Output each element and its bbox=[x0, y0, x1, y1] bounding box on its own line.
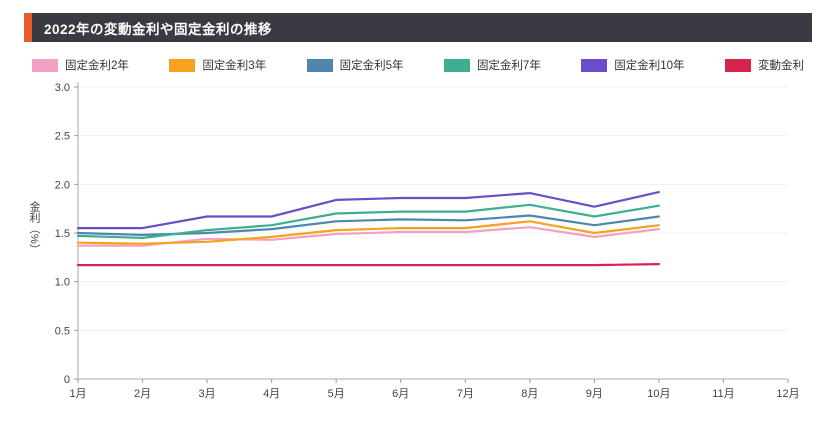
y-tick-label: 1.5 bbox=[55, 228, 70, 240]
legend-item-fixed-7yr: 固定金利7年 bbox=[443, 57, 541, 73]
legend-swatch-fixed-10yr bbox=[581, 58, 608, 72]
chart-area: 金利（%） 0 0.5 1.0 1.5 2.0 2.5 3.0 1月 2月 3月 4月 5月 6月 7月 8… bbox=[24, 77, 812, 415]
legend-label: 固定金利7年 bbox=[476, 60, 541, 72]
x-tick-label: 11月 bbox=[712, 388, 734, 400]
y-axis-title: 金利（%） bbox=[28, 201, 40, 255]
y-tick-label: 0.5 bbox=[55, 325, 70, 337]
legend-label: 固定金利5年 bbox=[339, 60, 404, 72]
x-tick-label: 1月 bbox=[69, 388, 86, 400]
y-tick-label: 3.0 bbox=[55, 82, 70, 94]
page-title: 2022年の変動金利や固定金利の推移 bbox=[44, 21, 273, 37]
line-chart: 0 0.5 1.0 1.5 2.0 2.5 3.0 1月 2月 3月 4月 5月 6月 7月 8月 9月 10月… bbox=[55, 82, 800, 400]
legend-item-fixed-2yr: 固定金利2年 bbox=[32, 57, 129, 73]
series-line-fixed-3yr bbox=[76, 220, 661, 245]
legend-swatch-fixed-7yr bbox=[443, 58, 470, 72]
x-tick-label: 9月 bbox=[586, 388, 603, 400]
x-tick-label: 4月 bbox=[263, 388, 280, 400]
legend-label: 変動金利 bbox=[757, 60, 804, 72]
legend-label: 固定金利3年 bbox=[202, 60, 267, 72]
legend-label: 固定金利2年 bbox=[65, 60, 129, 72]
x-tick-label: 10月 bbox=[647, 388, 670, 400]
series-line-variable bbox=[76, 263, 661, 267]
legend: 固定金利2年 固定金利3年 固定金利5年 固定金利7年 固定金利10年 変動金利 bbox=[32, 57, 804, 73]
series-line-fixed-7yr bbox=[76, 203, 661, 239]
y-tick-label: 2.5 bbox=[55, 131, 70, 143]
page-container: 2022年の変動金利や固定金利の推移 固定金利2年 固定金利3年 固定金利5年 固定金… bbox=[24, 13, 812, 415]
series-line-fixed-10yr bbox=[76, 190, 661, 230]
legend-label: 固定金利10年 bbox=[614, 60, 685, 72]
legend-swatch-fixed-5yr bbox=[306, 58, 333, 72]
x-tick-label: 6月 bbox=[392, 388, 409, 400]
x-tick-label: 2月 bbox=[134, 388, 151, 400]
x-tick-label: 8月 bbox=[521, 388, 538, 400]
x-tick-label: 3月 bbox=[199, 388, 216, 400]
legend-item-fixed-3yr: 固定金利3年 bbox=[169, 57, 266, 73]
legend-item-fixed-10yr: 固定金利10年 bbox=[581, 57, 685, 73]
legend-item-variable: 変動金利 bbox=[724, 57, 804, 73]
legend-swatch-variable bbox=[724, 58, 751, 72]
x-tick-label: 12月 bbox=[776, 388, 799, 400]
legend-swatch-fixed-3yr bbox=[169, 58, 196, 72]
y-tick-label: 0 bbox=[64, 374, 70, 386]
y-tick-label: 2.0 bbox=[55, 179, 70, 191]
legend-swatch-fixed-2yr bbox=[32, 58, 58, 72]
y-tick-label: 1.0 bbox=[55, 277, 70, 289]
x-tick-label: 7月 bbox=[457, 388, 474, 400]
page-header: 2022年の変動金利や固定金利の推移 bbox=[24, 13, 812, 42]
x-tick-label: 5月 bbox=[328, 388, 345, 400]
legend-item-fixed-5yr: 固定金利5年 bbox=[306, 57, 404, 73]
